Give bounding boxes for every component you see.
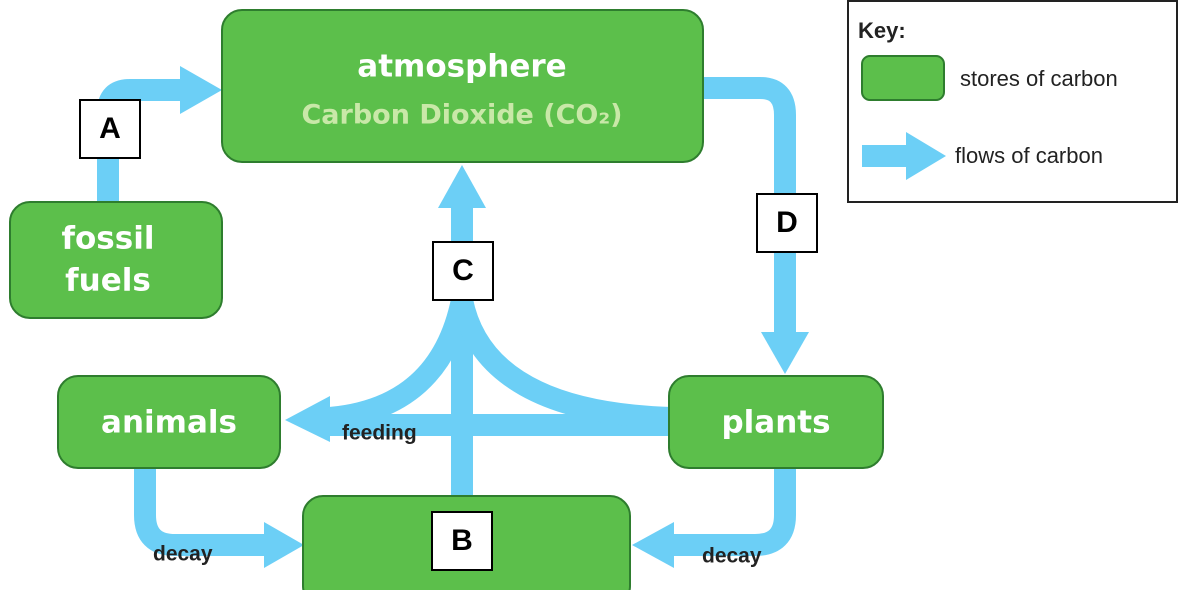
arrowhead bbox=[761, 332, 809, 374]
atmosphere-box bbox=[221, 9, 704, 163]
arrowhead bbox=[180, 66, 222, 114]
feeding-label: feeding bbox=[342, 422, 417, 445]
fossil-fuels-label: fossil bbox=[62, 221, 155, 257]
letter-box bbox=[431, 511, 493, 571]
letter: B bbox=[451, 524, 473, 557]
arrowhead bbox=[285, 396, 330, 442]
flow-c-left bbox=[328, 297, 473, 429]
arrowhead bbox=[906, 132, 946, 180]
arrowhead bbox=[632, 522, 674, 568]
flows bbox=[97, 66, 809, 568]
letter-box bbox=[432, 241, 494, 301]
key-store-swatch bbox=[861, 55, 945, 101]
decay-label: decay bbox=[702, 545, 762, 568]
key-box bbox=[847, 0, 1178, 203]
fossil-fuels-box bbox=[9, 201, 223, 319]
letter: D bbox=[776, 206, 798, 239]
arrowhead bbox=[264, 522, 304, 568]
decay-label: decay bbox=[153, 543, 213, 566]
flow-c-right bbox=[451, 297, 672, 429]
key-title: Key: bbox=[858, 18, 906, 43]
atmosphere-label: atmosphere bbox=[357, 49, 566, 85]
plants-box bbox=[668, 375, 884, 469]
atmosphere-sublabel: Carbon Dioxide (CO₂) bbox=[301, 100, 622, 131]
animals-label: animals bbox=[101, 405, 237, 441]
letter-box bbox=[756, 193, 818, 253]
letter: C bbox=[452, 254, 474, 287]
animals-box bbox=[57, 375, 281, 469]
flow-decay-right bbox=[670, 466, 796, 556]
arrowhead bbox=[438, 165, 486, 208]
key-item: stores of carbon bbox=[960, 66, 1118, 91]
key-item: flows of carbon bbox=[955, 143, 1103, 168]
flow-decay-left bbox=[134, 466, 268, 556]
letter: A bbox=[99, 112, 121, 145]
fossil-fuels-label: fuels bbox=[65, 263, 151, 299]
plants-label: plants bbox=[721, 405, 830, 441]
letter-box bbox=[79, 99, 141, 159]
flow-d bbox=[700, 77, 796, 335]
